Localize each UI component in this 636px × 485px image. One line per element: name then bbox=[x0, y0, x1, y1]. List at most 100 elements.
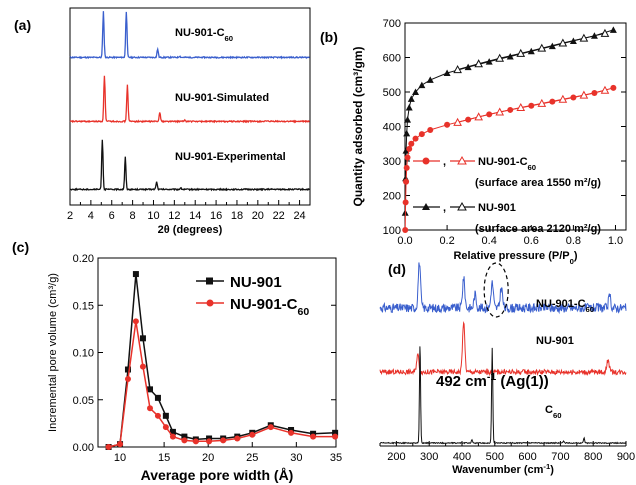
data-point bbox=[453, 117, 462, 126]
legend-marker bbox=[457, 155, 467, 165]
x-tick-label: 18 bbox=[231, 210, 243, 222]
data-point bbox=[558, 94, 568, 103]
pattern-line-NU-901-C60 bbox=[69, 11, 310, 60]
data-point bbox=[124, 375, 131, 382]
data-point bbox=[403, 129, 411, 137]
data-point bbox=[408, 140, 415, 147]
band-annotation: 492 cm-1 (Ag(1)) bbox=[436, 371, 549, 390]
data-point bbox=[516, 48, 526, 57]
x-tick-label: 22 bbox=[273, 210, 285, 222]
legend-marker bbox=[422, 203, 430, 210]
data-point bbox=[474, 59, 484, 68]
y-tick-label: 100 bbox=[383, 225, 401, 237]
x-tick-label: 1.0 bbox=[608, 235, 623, 247]
data-point bbox=[418, 131, 425, 138]
x-tick-label: 8 bbox=[130, 210, 136, 222]
panel-label-b: (b) bbox=[320, 29, 338, 45]
band-highlight-ellipse bbox=[483, 262, 509, 318]
x-tick-label: 16 bbox=[210, 210, 222, 222]
data-point bbox=[412, 88, 420, 95]
data-point bbox=[403, 164, 410, 171]
data-point bbox=[406, 145, 413, 152]
panel-label-c: (c) bbox=[12, 239, 29, 255]
data-point bbox=[405, 104, 413, 111]
x-tick-label: 500 bbox=[486, 451, 504, 463]
y-tick-label: 0.20 bbox=[73, 253, 94, 265]
ticks-c: 0.00 0.05 0.10 0.15 0.20 10 15 20 25 30 35 bbox=[73, 253, 343, 464]
data-point bbox=[117, 441, 124, 448]
data-point bbox=[162, 424, 169, 431]
data-point bbox=[181, 437, 188, 444]
x-tick-label: 10 bbox=[114, 452, 126, 464]
spectrum-label: NU-901-C60 bbox=[536, 298, 594, 314]
data-point bbox=[105, 444, 112, 450]
data-point bbox=[443, 69, 451, 77]
spectrum-line-NU-901 bbox=[379, 320, 627, 377]
panel-label-d: (d) bbox=[388, 261, 406, 277]
legend-marker bbox=[422, 157, 430, 165]
data-point bbox=[412, 135, 419, 142]
x-tick-label: 20 bbox=[252, 210, 264, 222]
y-tick-label: 700 bbox=[383, 18, 401, 30]
data-point bbox=[154, 394, 161, 401]
x-tick-label: 2 bbox=[67, 210, 73, 222]
data-point bbox=[418, 81, 426, 89]
y-tick-label: 300 bbox=[383, 156, 401, 168]
data-point bbox=[124, 366, 131, 373]
legend-note: (surface area 2120 m²/g) bbox=[475, 223, 601, 235]
spectrum-line-C60 bbox=[379, 346, 627, 445]
data-point bbox=[407, 95, 415, 102]
y-tick-label: 500 bbox=[383, 87, 401, 99]
legend-marker bbox=[206, 299, 214, 307]
legend-label: NU-901 bbox=[478, 202, 516, 214]
x-tick-label: 200 bbox=[387, 451, 405, 463]
pattern-line-NU-901-Simulated bbox=[69, 75, 310, 124]
data-point bbox=[403, 178, 410, 185]
series-NU-901-C60-desorption bbox=[453, 85, 610, 126]
x-tick-label: 35 bbox=[330, 452, 342, 464]
series-line bbox=[457, 89, 606, 123]
data-point bbox=[139, 335, 146, 342]
data-point bbox=[453, 65, 462, 74]
spectrum-line-NU-901-C60 bbox=[379, 262, 627, 315]
x-tick-label: 300 bbox=[420, 451, 438, 463]
series-NU-901 bbox=[105, 271, 339, 450]
data-point bbox=[147, 386, 154, 393]
data-point bbox=[234, 435, 241, 442]
data-point bbox=[495, 107, 505, 116]
data-point bbox=[332, 429, 339, 436]
data-point bbox=[402, 147, 410, 154]
data-point bbox=[609, 26, 617, 33]
data-point bbox=[516, 102, 526, 112]
data-point bbox=[288, 429, 295, 436]
x-tick-label: 800 bbox=[584, 451, 602, 463]
spectrum-label: NU-901 bbox=[536, 335, 574, 347]
pattern-label: NU-901-Simulated bbox=[175, 92, 269, 104]
ticks-b: 100 200 300 400 500 600 700 0.0 0.2 0.4 0.6 0.8 1.0 bbox=[383, 18, 626, 247]
x-axis-label-d: Wavenumber (cm-1) bbox=[452, 462, 554, 477]
x-ticks-a: 2 4 6 8 10 12 14 16 18 20 22 24 bbox=[67, 200, 311, 222]
ticks-d: 200 300 400 500 600 700 800 900 bbox=[379, 441, 635, 463]
data-point bbox=[332, 433, 339, 440]
data-point bbox=[404, 116, 412, 123]
data-point bbox=[579, 33, 589, 42]
data-point bbox=[444, 121, 451, 128]
legend-label: NU-901-C60 bbox=[478, 156, 536, 172]
y-tick-label: 0.00 bbox=[73, 442, 94, 454]
x-tick-label: 0.6 bbox=[524, 235, 539, 247]
pattern-label: NU-901-Experimental bbox=[175, 151, 286, 163]
x-tick-label: 400 bbox=[453, 451, 471, 463]
panel-label-a: (a) bbox=[14, 17, 31, 33]
x-tick-label: 14 bbox=[189, 210, 201, 222]
x-tick-label: 0.8 bbox=[566, 235, 581, 247]
x-axis-label-b: Relative pressure (P/P0) bbox=[453, 250, 577, 266]
data-point bbox=[474, 112, 484, 121]
x-tick-label: 6 bbox=[109, 210, 115, 222]
legend-note: (surface area 1550 m²/g) bbox=[475, 177, 601, 189]
y-tick-label: 200 bbox=[383, 191, 401, 203]
data-point bbox=[600, 28, 610, 37]
plot-frame-b bbox=[404, 22, 627, 231]
data-point bbox=[192, 438, 199, 445]
